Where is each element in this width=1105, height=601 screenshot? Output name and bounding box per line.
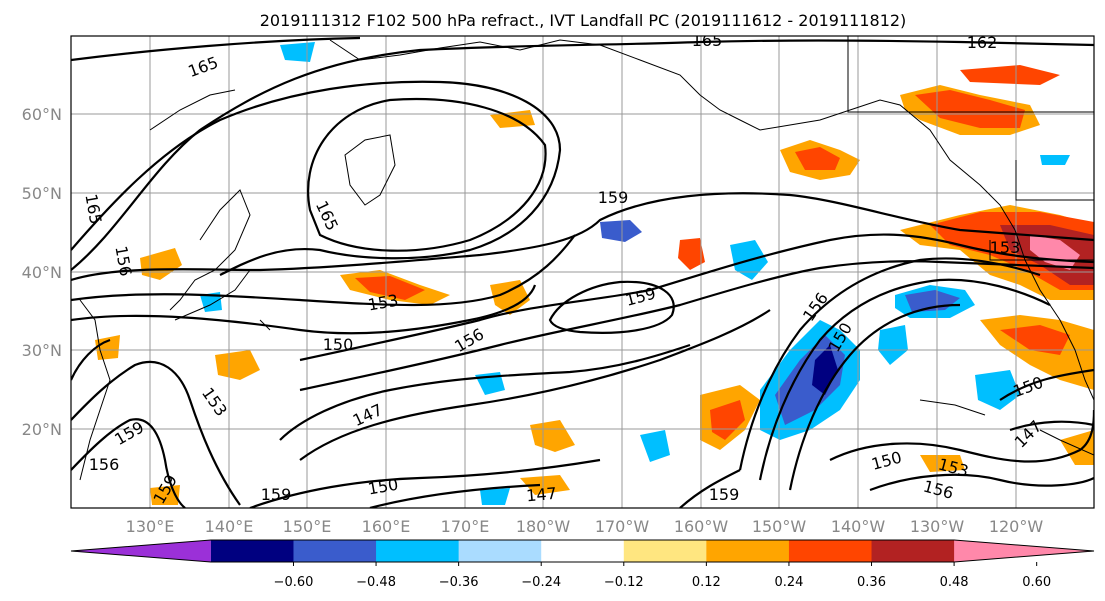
contour-label: 165	[692, 31, 723, 50]
lon-label: 130°E	[126, 517, 175, 536]
colorbar-tick-label: 0.24	[774, 575, 803, 590]
lon-label: 140°E	[205, 517, 254, 536]
colorbar-segment	[788, 540, 873, 562]
colorbar-segment	[293, 540, 377, 562]
map-title: 2019111312 F102 500 hPa refract., IVT La…	[260, 11, 907, 30]
longitude-labels: 130°E 140°E 150°E 160°E 170°E 180°W 170°…	[126, 517, 1044, 536]
lat-label: 40°N	[22, 263, 62, 282]
colorbar-tick-label: 0.48	[940, 575, 969, 590]
lat-label: 50°N	[22, 184, 62, 203]
lon-label: 150°E	[283, 517, 332, 536]
lon-label: 170°E	[441, 517, 490, 536]
lon-label: 120°W	[989, 517, 1044, 536]
contour-label: 147	[525, 484, 557, 506]
colorbar-tick-label: 0.12	[692, 575, 721, 590]
contour-label: 162	[967, 33, 998, 52]
colorbar-segment	[458, 540, 542, 562]
colorbar-segment	[541, 540, 625, 562]
contour-label: 159	[261, 485, 292, 504]
colorbar-extend-max	[954, 540, 1094, 562]
map-frame	[70, 35, 1095, 509]
colorbar: −0.60 −0.48 −0.36 −0.24 −0.12 0.12 0.24 0.36 0.4…	[70, 539, 1095, 590]
latitude-labels: 60°N 50°N 40°N 30°N 20°N	[22, 105, 62, 439]
colorbar-tick-label: −0.60	[274, 575, 314, 590]
map-graticule	[71, 36, 1094, 508]
colorbar-tick-label: 0.36	[857, 575, 886, 590]
lon-label: 130°W	[910, 517, 965, 536]
colorbar-segment	[210, 540, 294, 562]
contour-label: 150	[323, 335, 354, 354]
contour-lines	[71, 36, 1094, 508]
colorbar-tick-label: −0.48	[356, 575, 396, 590]
colorbar-tick-label: 0.60	[1022, 575, 1051, 590]
contour-label: 159	[598, 188, 629, 207]
lon-label: 140°W	[831, 517, 886, 536]
negative-anomaly-patches	[200, 42, 1070, 505]
colorbar-segment	[871, 540, 955, 562]
colorbar-tick-label: −0.36	[439, 575, 479, 590]
positive-anomaly-patches	[95, 65, 1094, 505]
colorbar-segment	[623, 540, 707, 562]
lat-label: 60°N	[22, 105, 62, 124]
colorbar-segment	[376, 540, 460, 562]
lat-label: 20°N	[22, 420, 62, 439]
lon-label: 150°W	[752, 517, 807, 536]
contour-label: 156	[89, 455, 120, 474]
colorbar-segment	[706, 540, 790, 562]
lon-label: 180°W	[516, 517, 571, 536]
colorbar-extend-min	[71, 540, 211, 562]
colorbar-outline	[70, 539, 1095, 563]
lon-label: 160°E	[362, 517, 411, 536]
contour-label: 153	[990, 238, 1021, 257]
lon-label: 170°W	[595, 517, 650, 536]
lon-label: 160°W	[674, 517, 729, 536]
colorbar-tick-label: −0.12	[604, 575, 644, 590]
colorbar-tick-label: −0.24	[521, 575, 561, 590]
lat-label: 30°N	[22, 341, 62, 360]
contour-label: 159	[709, 485, 740, 504]
